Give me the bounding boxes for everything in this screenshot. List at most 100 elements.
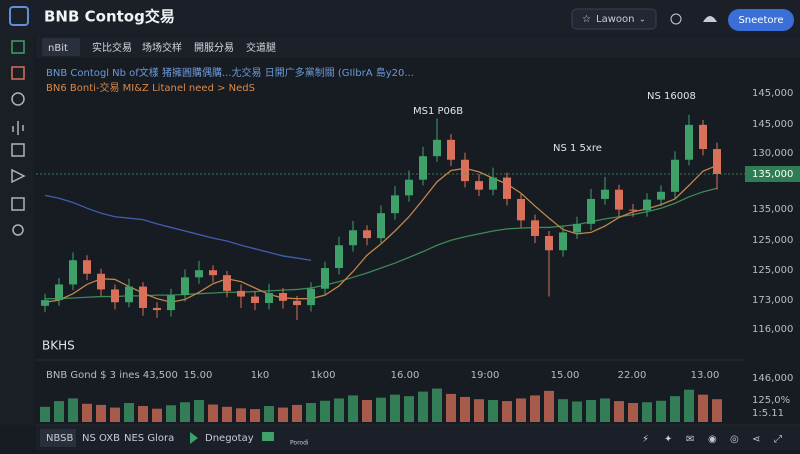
nav-icon[interactable] [11, 168, 26, 184]
candle-body [41, 300, 49, 306]
nav-icon[interactable] [11, 92, 25, 106]
footer-icon[interactable]: ◎ [730, 434, 739, 445]
footer-icon[interactable]: ✦ [664, 434, 672, 445]
volume-bar [222, 406, 232, 422]
legend-line: BN6 Bonti-交易 MI&Z Litanel need > NedS [46, 81, 255, 94]
nav-icon[interactable] [12, 224, 24, 236]
volume-bar [82, 403, 92, 422]
price-label: 145,000 [752, 88, 793, 99]
chat-icon[interactable] [262, 432, 274, 441]
play-icon[interactable] [190, 432, 198, 444]
candle-body [545, 235, 553, 251]
volume-bar [642, 402, 652, 422]
active-tab[interactable] [42, 38, 80, 56]
volume-bar [152, 408, 162, 422]
price-label: 173,000 [752, 295, 793, 306]
volume-bar [656, 400, 666, 422]
active-bottom-tab[interactable] [40, 429, 76, 447]
logo [9, 6, 29, 26]
candle-body [573, 223, 581, 233]
nav-icon[interactable] [11, 66, 25, 80]
user-icon[interactable] [670, 13, 682, 25]
volume-bar [572, 401, 582, 422]
candle-body [335, 245, 343, 269]
volume-bar [600, 398, 610, 422]
candle-body [251, 296, 259, 303]
volume-bar [320, 400, 330, 422]
volume-bar [166, 405, 176, 422]
candle-body [419, 156, 427, 180]
price-tag-label: 135,000 [752, 169, 793, 180]
primary-button[interactable] [728, 9, 794, 31]
candle-body [97, 273, 105, 290]
candle-body [559, 232, 567, 251]
candle-body [377, 213, 385, 239]
footer-icon[interactable]: ⤢ [774, 434, 782, 445]
candle-body [125, 286, 133, 303]
legend-line: BNB Contogl Nb of文樣 猪擁圓購偶購...尢交易 日開广多黨制關… [46, 66, 414, 79]
candle-body [321, 268, 329, 289]
volume-bar [516, 398, 526, 422]
price-label: 125,000 [752, 265, 793, 276]
bell-icon[interactable] [703, 16, 717, 22]
nav-icon[interactable] [12, 121, 24, 135]
candle-body [307, 288, 315, 306]
time-label: 22.00 [618, 370, 647, 381]
candle-body [153, 307, 161, 311]
candle-body [363, 230, 371, 239]
time-label: 1k00 [311, 370, 336, 381]
candle-body [671, 159, 679, 192]
play-label[interactable]: Dnegotay [205, 433, 254, 444]
volume-bar [474, 399, 484, 422]
tab[interactable]: 实比交易 [92, 41, 132, 54]
candle-body [601, 189, 609, 199]
volume-bar [40, 406, 50, 422]
candle-body [111, 289, 119, 303]
tab[interactable]: 開服分易 [194, 42, 234, 54]
volume-bar [698, 394, 708, 422]
bottom-tab[interactable]: NBSB [46, 433, 74, 444]
candle-body [447, 139, 455, 160]
bottom-tab[interactable]: NS OXB [82, 433, 120, 444]
candle-body [657, 191, 665, 200]
candle-body [643, 199, 651, 211]
account-selector[interactable] [571, 8, 657, 30]
volume-bar [446, 393, 456, 422]
volume-bar [334, 398, 344, 422]
bottom-tab[interactable]: NES Glora [124, 433, 174, 444]
candle-body [223, 275, 231, 291]
volume-bar [502, 401, 512, 422]
footer-icon[interactable]: ⋖ [752, 434, 760, 445]
volume-bar [292, 404, 302, 422]
candle-body [685, 124, 693, 160]
candle-body [629, 209, 637, 211]
footer-icon[interactable]: ✉ [686, 434, 694, 445]
candle-body [475, 181, 483, 190]
nav-icon[interactable] [11, 143, 25, 157]
candle-body [391, 195, 399, 214]
volume-bar [460, 396, 470, 422]
nav-icon[interactable] [11, 40, 25, 54]
volume-bar [614, 401, 624, 422]
tab[interactable]: 交道腿 [246, 41, 276, 54]
nav-icon[interactable] [11, 197, 25, 211]
candle-body [293, 300, 301, 306]
volume-bar [54, 401, 64, 422]
tab-bar [36, 36, 800, 58]
star-icon: ☆ [582, 14, 591, 25]
annotation: NS 1 5xre [553, 143, 602, 154]
candle-body [69, 260, 77, 285]
time-label: 19:00 [471, 370, 500, 381]
time-label: 13.00 [691, 370, 720, 381]
time-label: 15.00 [551, 370, 580, 381]
volume-bar [124, 403, 134, 422]
candle-body [517, 198, 525, 221]
volume-bar [278, 407, 288, 422]
moving-average [44, 194, 312, 261]
candle-body [349, 230, 357, 246]
footer-icon[interactable]: ◉ [708, 434, 717, 445]
tab[interactable]: nBit [48, 43, 68, 54]
volume-bar [544, 390, 554, 422]
footer-icon[interactable]: ⚡ [642, 434, 649, 445]
tab[interactable]: 场场交样 [142, 41, 182, 54]
